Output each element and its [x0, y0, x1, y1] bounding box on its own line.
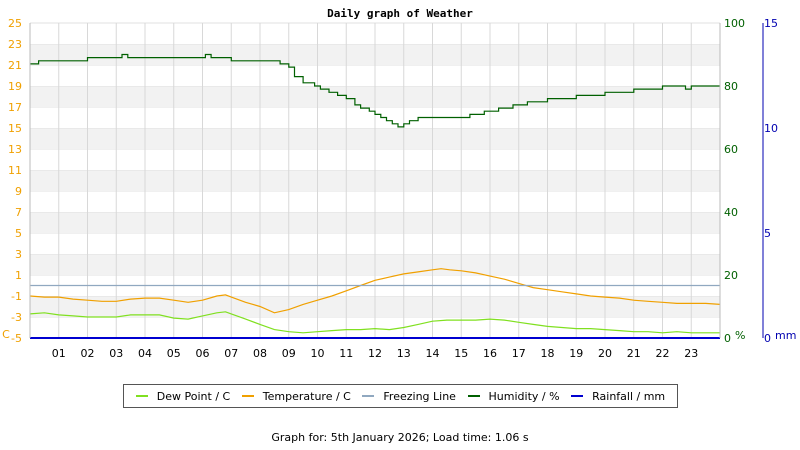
left-tick-label: 23 — [8, 38, 22, 51]
chart-title: Daily graph of Weather — [327, 7, 473, 20]
left-axis-unit: C — [2, 328, 10, 341]
rain-tick-label: 15 — [764, 17, 778, 30]
left-tick-label: 17 — [8, 101, 22, 114]
legend-item-1: Temperature / C — [241, 389, 351, 403]
left-tick-label: 5 — [15, 227, 22, 240]
left-tick-label: 1 — [15, 269, 22, 282]
legend-swatch — [571, 395, 584, 397]
x-tick-label: 17 — [512, 347, 526, 360]
x-tick-label: 05 — [167, 347, 181, 360]
legend-label: Rainfall / mm — [592, 389, 666, 403]
series-line-1 — [29, 268, 721, 314]
left-tick-label: 25 — [8, 17, 22, 30]
left-tick-label: 11 — [8, 164, 22, 177]
x-tick-label: 08 — [253, 347, 267, 360]
tick-labels: 01 02 03 04 05 06 07 08 09 10 11 12 13 14 15 16 17 18 19 20… — [2, 17, 796, 360]
x-tick-label: 15 — [454, 347, 468, 360]
x-tick-label: 09 — [282, 347, 296, 360]
legend-swatch — [467, 395, 480, 397]
x-tick-label: 14 — [426, 347, 440, 360]
rain-axis-unit: mm — [775, 329, 796, 342]
x-tick-label: 23 — [684, 347, 698, 360]
left-tick-label: 9 — [15, 185, 22, 198]
legend-swatch — [362, 395, 375, 397]
x-tick-label: 10 — [311, 347, 325, 360]
axes — [29, 23, 764, 338]
rain-tick-label: 5 — [764, 227, 771, 240]
x-tick-label: 04 — [138, 347, 152, 360]
x-tick-label: 20 — [598, 347, 612, 360]
x-tick-label: 16 — [483, 347, 497, 360]
humidity-tick-label: 100 — [724, 17, 745, 30]
humidity-tick-label: 0 — [724, 332, 731, 345]
left-tick-label: 13 — [8, 143, 22, 156]
humidity-tick-label: 40 — [724, 206, 738, 219]
humidity-tick-label: 60 — [724, 143, 738, 156]
left-tick-label: -5 — [11, 332, 22, 345]
legend-label: Freezing Line — [383, 389, 456, 403]
x-tick-label: 03 — [109, 347, 123, 360]
left-tick-label: 3 — [15, 248, 22, 261]
footer-load-info: Graph for: 5th January 2026; Load time: … — [271, 431, 529, 444]
x-tick-label: 22 — [656, 347, 670, 360]
legend-swatch — [241, 395, 254, 397]
left-tick-label: 19 — [8, 80, 22, 93]
humidity-axis-unit: % — [735, 329, 745, 342]
x-tick-label: 02 — [81, 347, 95, 360]
legend-swatch — [135, 395, 148, 397]
x-tick-label: 01 — [52, 347, 66, 360]
chart-legend: Dew Point / C Temperature / C Freezing Lin… — [123, 384, 678, 408]
legend-label: Humidity / % — [488, 389, 560, 403]
legend-item-2: Freezing Line — [362, 390, 456, 403]
x-tick-label: 18 — [541, 347, 555, 360]
legend-label: Temperature / C — [262, 389, 351, 403]
legend-item-0: Dew Point / C — [135, 389, 231, 403]
x-tick-label: 19 — [569, 347, 583, 360]
x-tick-label: 07 — [224, 347, 238, 360]
x-tick-label: 13 — [397, 347, 411, 360]
series-line-3 — [30, 53, 720, 128]
legend-item-3: Humidity / % — [467, 389, 560, 403]
left-tick-label: -1 — [11, 290, 22, 303]
humidity-tick-label: 20 — [724, 269, 738, 282]
x-tick-label: 21 — [627, 347, 641, 360]
rain-tick-label: 10 — [764, 122, 778, 135]
left-tick-label: -3 — [11, 311, 22, 324]
series-lines — [29, 53, 721, 339]
humidity-tick-label: 80 — [724, 80, 738, 93]
legend-item-4: Rainfall / mm — [571, 390, 665, 403]
x-tick-label: 12 — [368, 347, 382, 360]
legend-label: Dew Point / C — [156, 389, 231, 403]
rain-tick-label: 0 — [764, 332, 771, 345]
x-tick-label: 06 — [196, 347, 210, 360]
series-line-0 — [29, 311, 720, 334]
left-tick-label: 15 — [8, 122, 22, 135]
left-tick-label: 7 — [15, 206, 22, 219]
x-tick-label: 11 — [339, 347, 353, 360]
left-tick-label: 21 — [8, 59, 22, 72]
